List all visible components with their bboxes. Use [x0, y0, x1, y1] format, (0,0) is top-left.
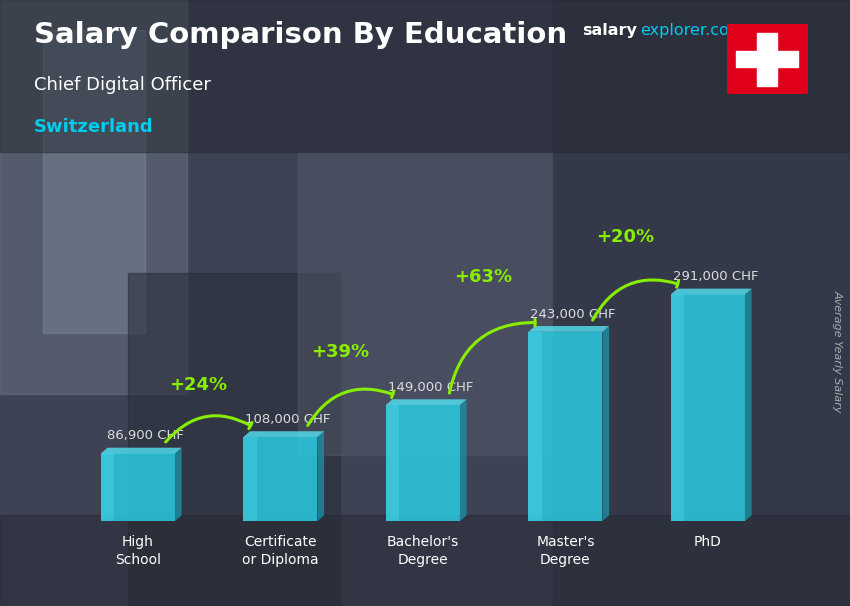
Bar	[386, 405, 460, 521]
Bar	[671, 295, 745, 521]
Text: +63%: +63%	[454, 268, 512, 285]
Text: +39%: +39%	[311, 342, 369, 361]
Text: 86,900 CHF: 86,900 CHF	[107, 430, 184, 442]
Text: Chief Digital Officer: Chief Digital Officer	[34, 76, 211, 94]
Bar	[101, 453, 175, 521]
Polygon shape	[671, 288, 751, 295]
Text: 149,000 CHF: 149,000 CHF	[388, 381, 473, 394]
Bar	[243, 437, 317, 521]
Bar	[42, 30, 144, 333]
Polygon shape	[460, 399, 467, 521]
Polygon shape	[101, 448, 182, 453]
Bar	[757, 33, 777, 85]
Polygon shape	[175, 448, 182, 521]
Bar	[101, 453, 114, 521]
Bar	[736, 51, 798, 67]
Bar	[0, 0, 187, 394]
Bar	[529, 332, 541, 521]
Text: Salary Comparison By Education: Salary Comparison By Education	[34, 21, 567, 49]
Polygon shape	[603, 326, 609, 521]
Polygon shape	[529, 326, 609, 332]
Text: +24%: +24%	[168, 376, 227, 395]
Polygon shape	[745, 288, 751, 521]
Bar	[0, 515, 850, 606]
Text: 108,000 CHF: 108,000 CHF	[245, 413, 331, 426]
Text: 243,000 CHF: 243,000 CHF	[530, 308, 615, 321]
Polygon shape	[243, 431, 324, 437]
Bar	[243, 437, 257, 521]
Bar	[552, 0, 850, 606]
Text: +20%: +20%	[596, 228, 654, 247]
Text: salary: salary	[582, 23, 638, 38]
Bar	[0, 0, 850, 152]
Polygon shape	[317, 431, 324, 521]
Bar	[298, 152, 552, 454]
Text: explorer.com: explorer.com	[640, 23, 745, 38]
Bar	[128, 273, 340, 606]
Bar	[529, 332, 603, 521]
Polygon shape	[386, 399, 467, 405]
Text: 291,000 CHF: 291,000 CHF	[672, 270, 758, 284]
Text: Switzerland: Switzerland	[34, 118, 154, 136]
Text: Average Yearly Salary: Average Yearly Salary	[832, 290, 842, 413]
Bar	[386, 405, 400, 521]
Bar	[671, 295, 684, 521]
